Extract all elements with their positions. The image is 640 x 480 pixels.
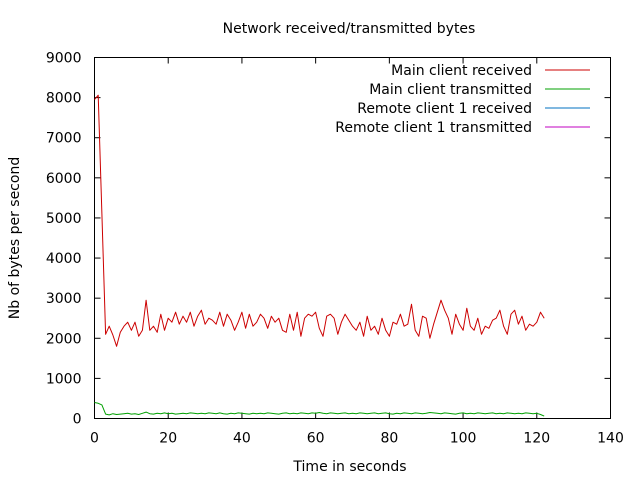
series-group xyxy=(94,94,545,417)
x-tick-label: 40 xyxy=(233,431,251,447)
x-tick-label: 140 xyxy=(597,431,624,447)
y-tick-label: 1000 xyxy=(46,371,82,387)
plot-frame xyxy=(94,57,611,419)
y-tick-label: 3000 xyxy=(46,291,82,307)
legend-label: Remote client 1 received xyxy=(357,101,532,117)
x-tick-label: 20 xyxy=(159,431,177,447)
series-line-1 xyxy=(94,402,545,417)
y-tick-label: 9000 xyxy=(46,51,82,67)
y-axis-label: Nb of bytes per second xyxy=(7,157,23,319)
x-axis-label: Time in seconds xyxy=(292,459,406,475)
y-tick-label: 5000 xyxy=(46,211,82,227)
y-tick-label: 7000 xyxy=(46,131,82,147)
axis-ticks: 0 20 40 60 80 100 120 140 0 1000 2000 3000 4000 5000 6… xyxy=(46,51,624,447)
legend: Main client received Main client transmit… xyxy=(335,63,590,136)
y-tick-label: 6000 xyxy=(46,171,82,187)
y-tick-label: 8000 xyxy=(46,91,82,107)
legend-label: Main client transmitted xyxy=(369,82,532,98)
x-tick-label: 120 xyxy=(523,431,550,447)
x-tick-label: 100 xyxy=(450,431,477,447)
x-tick-label: 80 xyxy=(380,431,398,447)
y-tick-label: 0 xyxy=(73,412,82,428)
x-tick-label: 0 xyxy=(90,431,99,447)
legend-label: Main client received xyxy=(391,63,532,79)
x-tick-label: 60 xyxy=(307,431,325,447)
y-tick-label: 4000 xyxy=(46,251,82,267)
chart-title: Network received/transmitted bytes xyxy=(223,21,476,37)
legend-label: Remote client 1 transmitted xyxy=(335,120,532,136)
y-tick-label: 2000 xyxy=(46,331,82,347)
series-line-0 xyxy=(94,94,545,347)
